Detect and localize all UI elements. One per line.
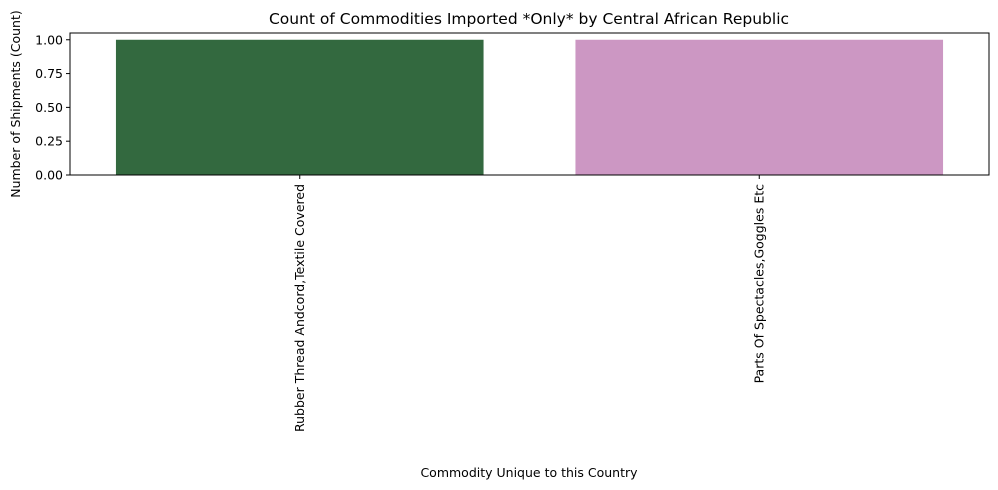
- plot-frame: [69, 32, 990, 176]
- x-axis: Rubber Thread Andcord,Textile Covered Par…: [292, 175, 766, 432]
- y-tick-label: 0.00: [35, 168, 63, 183]
- bar: [575, 39, 944, 176]
- y-tick-label: 0.75: [35, 66, 63, 81]
- bar: [115, 39, 484, 176]
- x-tick-label: Rubber Thread Andcord,Textile Covered: [292, 184, 307, 432]
- y-axis: 0.00 0.25 0.50 0.75 1.00: [35, 32, 70, 183]
- plot-area: [115, 39, 944, 176]
- x-tick-label: Parts Of Spectacles,Goggles Etc: [751, 184, 766, 384]
- chart-title: Count of Commodities Imported *Only* by …: [269, 10, 789, 28]
- y-tick-label: 0.50: [35, 100, 63, 115]
- y-tick-label: 0.25: [35, 134, 63, 149]
- y-axis-label: Number of Shipments (Count): [8, 10, 23, 198]
- x-axis-label: Commodity Unique to this Country: [420, 465, 638, 480]
- y-tick-label: 1.00: [35, 32, 63, 47]
